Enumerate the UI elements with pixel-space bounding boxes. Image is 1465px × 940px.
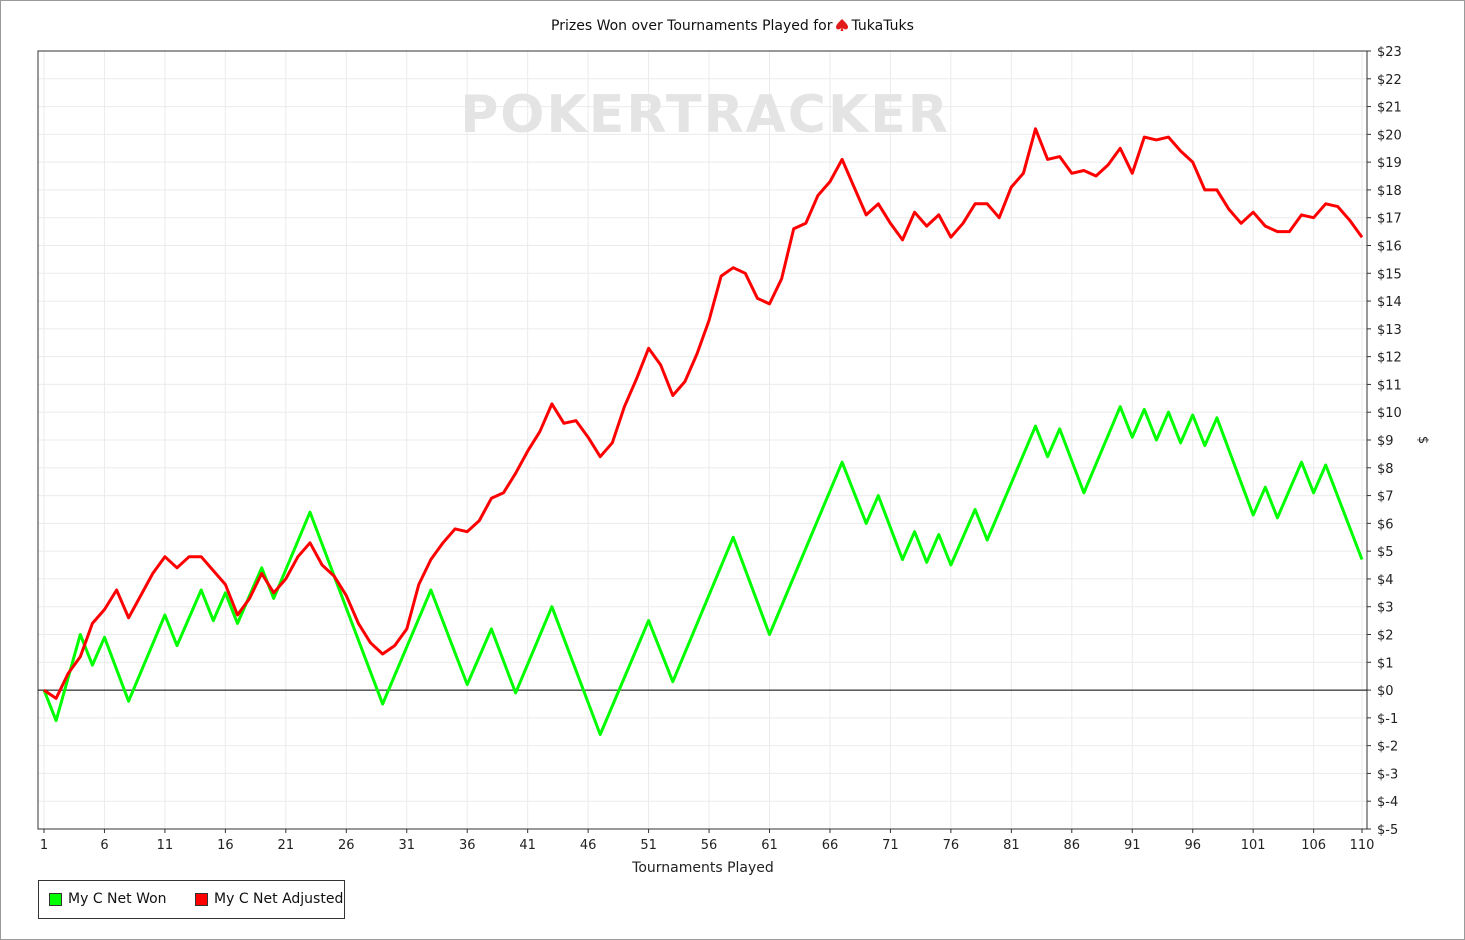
y-tick-label: $19 [1377,156,1402,171]
x-tick-label: 36 [459,838,476,853]
chart-title: Prizes Won over Tournaments Played for Tu… [0,18,1465,36]
y-tick-label: $12 [1377,351,1402,366]
x-tick-label: 106 [1301,838,1326,853]
x-tick-label: 11 [157,838,174,853]
legend-swatch-net-won [49,892,62,906]
y-tick-label: $14 [1377,295,1402,310]
y-tick-label: $-5 [1377,823,1398,838]
y-tick-label: $22 [1377,73,1402,88]
chart-axes: $23$22$21$20$19$18$17$16$15$14$13$12$11$… [40,45,1402,853]
x-tick-label: 46 [580,838,597,853]
y-tick-label: $17 [1377,212,1402,227]
y-tick-label: $4 [1377,573,1394,588]
chart-legend: My C Net Won My C Net Adjusted [38,880,345,919]
y-tick-label: $13 [1377,323,1402,338]
x-tick-label: 61 [761,838,778,853]
x-tick-label: 66 [822,838,839,853]
x-tick-label: 51 [640,838,657,853]
y-tick-label: $3 [1377,601,1394,616]
legend-swatch-net-adjusted [195,892,208,906]
x-tick-label: 56 [701,838,718,853]
x-tick-label: 81 [1003,838,1020,853]
y-tick-label: $10 [1377,406,1402,421]
y-tick-label: $2 [1377,629,1394,644]
title-prefix: Prizes Won over Tournaments Played for [551,18,833,34]
y-tick-label: $-2 [1377,740,1398,755]
series-line-net-won [42,405,1364,736]
legend-item-net-adjusted: My C Net Adjusted [195,891,343,907]
y-tick-label: $8 [1377,462,1394,477]
x-tick-label: 86 [1064,838,1081,853]
y-tick-label: $23 [1377,45,1402,60]
y-tick-label: $-1 [1377,712,1398,727]
y-tick-label: $16 [1377,240,1402,255]
x-tick-label: 26 [338,838,355,853]
x-tick-label: 110 [1350,838,1375,853]
x-tick-label: 71 [882,838,899,853]
x-tick-label: 21 [278,838,295,853]
legend-label-net-won: My C Net Won [68,891,167,907]
y-tick-label: $-4 [1377,795,1398,810]
y-tick-label: $18 [1377,184,1402,199]
x-tick-label: 91 [1124,838,1141,853]
y-tick-label: $9 [1377,434,1394,449]
x-axis-label: Tournaments Played [631,860,774,876]
y-tick-label: $20 [1377,128,1402,143]
legend-item-net-won: My C Net Won [49,891,167,907]
x-tick-label: 1 [40,838,48,853]
x-tick-label: 31 [398,838,415,853]
chart-grid [38,50,1367,830]
y-tick-label: $6 [1377,517,1394,532]
y-tick-label: $-3 [1377,767,1398,782]
x-tick-label: 96 [1184,838,1201,853]
spade-icon [835,18,849,36]
x-tick-label: 76 [943,838,960,853]
y-tick-label: $7 [1377,490,1394,505]
x-tick-label: 6 [100,838,108,853]
y-tick-label: $5 [1377,545,1394,560]
x-tick-label: 16 [217,838,234,853]
x-tick-label: 101 [1241,838,1266,853]
y-tick-label: $21 [1377,101,1402,116]
y-tick-label: $1 [1377,656,1394,671]
y-tick-label: $11 [1377,378,1402,393]
x-tick-label: 41 [519,838,536,853]
series-line-net-adjusted [43,127,1364,700]
legend-label-net-adjusted: My C Net Adjusted [214,891,344,907]
chart-series [42,127,1364,736]
y-axis-label: $ [1415,436,1430,444]
y-tick-label: $15 [1377,267,1402,282]
y-tick-label: $0 [1377,684,1394,699]
poker-tracker-watermark: POKERTRACKER [460,85,950,145]
player-name: TukaTuks [851,18,914,34]
